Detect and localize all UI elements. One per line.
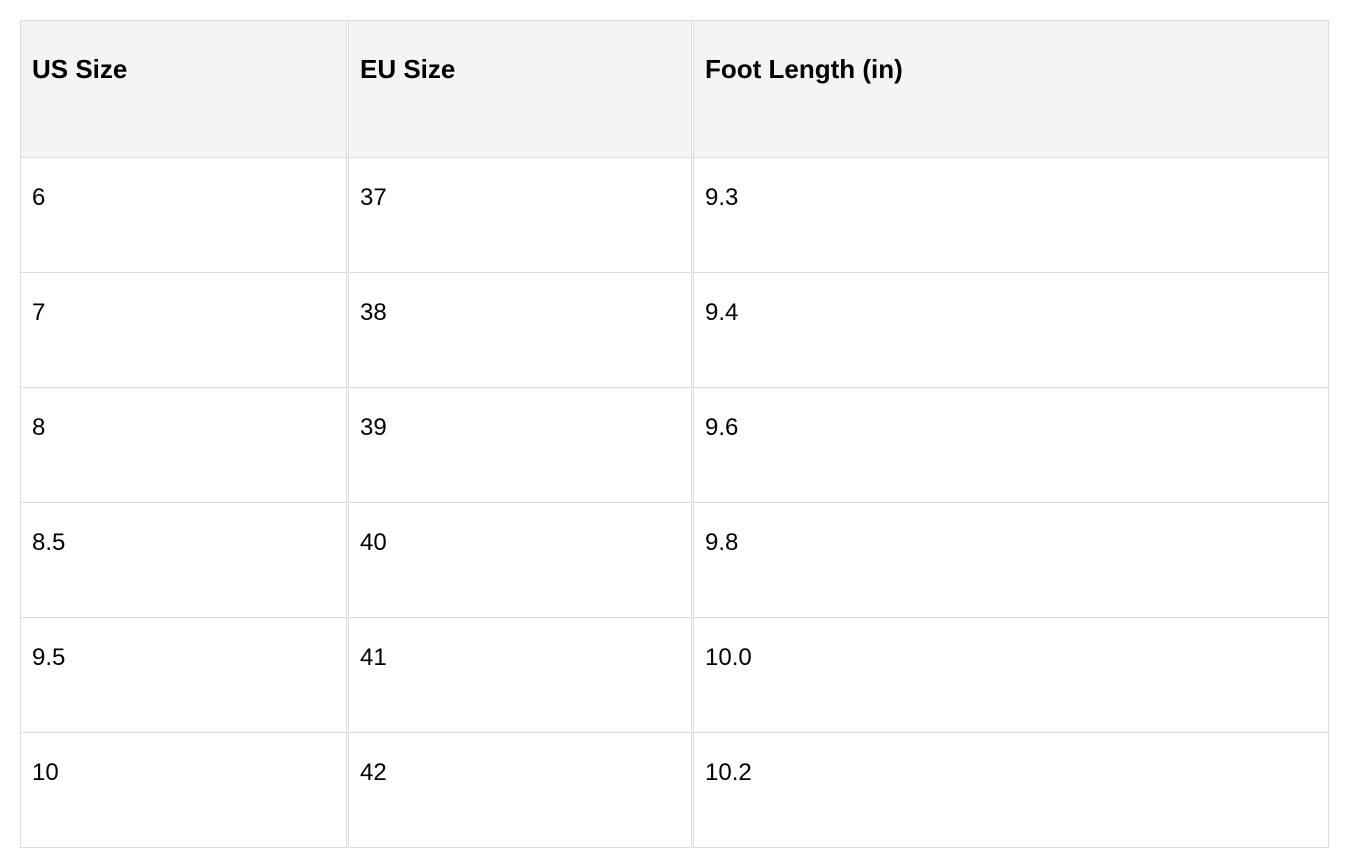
- cell-eu-size: 38: [348, 273, 692, 388]
- table-row: 10 42 10.2: [20, 733, 1329, 848]
- cell-us-size: 10: [20, 733, 347, 848]
- cell-eu-size: 37: [348, 158, 692, 273]
- header-eu-size: EU Size: [348, 20, 692, 158]
- cell-foot-length: 9.4: [693, 273, 1329, 388]
- cell-foot-length: 10.0: [693, 618, 1329, 733]
- cell-us-size: 8.5: [20, 503, 347, 618]
- cell-foot-length: 9.6: [693, 388, 1329, 503]
- cell-us-size: 6: [20, 158, 347, 273]
- cell-foot-length: 9.8: [693, 503, 1329, 618]
- header-us-size: US Size: [20, 20, 347, 158]
- cell-eu-size: 42: [348, 733, 692, 848]
- cell-eu-size: 41: [348, 618, 692, 733]
- size-chart-table: US Size EU Size Foot Length (in) 6 37 9.3 7…: [19, 20, 1330, 848]
- header-foot-length: Foot Length (in): [693, 20, 1329, 158]
- cell-foot-length: 10.2: [693, 733, 1329, 848]
- table-row: 9.5 41 10.0: [20, 618, 1329, 733]
- table-row: 8 39 9.6: [20, 388, 1329, 503]
- cell-foot-length: 9.3: [693, 158, 1329, 273]
- cell-us-size: 8: [20, 388, 347, 503]
- header-row: US Size EU Size Foot Length (in): [20, 20, 1329, 158]
- cell-eu-size: 39: [348, 388, 692, 503]
- cell-eu-size: 40: [348, 503, 692, 618]
- table-row: 6 37 9.3: [20, 158, 1329, 273]
- cell-us-size: 9.5: [20, 618, 347, 733]
- cell-us-size: 7: [20, 273, 347, 388]
- table-row: 8.5 40 9.8: [20, 503, 1329, 618]
- table-row: 7 38 9.4: [20, 273, 1329, 388]
